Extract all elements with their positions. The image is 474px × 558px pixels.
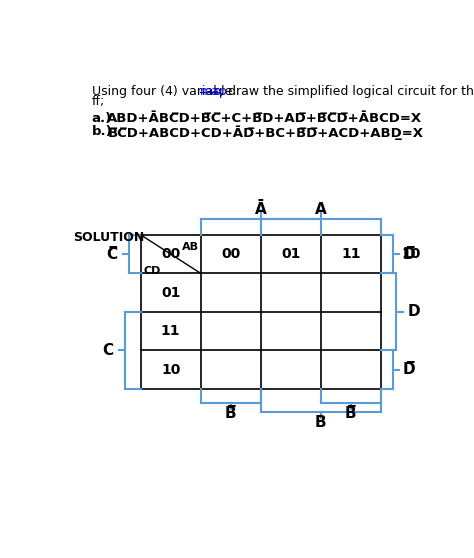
Text: ff;: ff; bbox=[92, 95, 105, 108]
Text: Ā: Ā bbox=[255, 202, 266, 217]
Text: B: B bbox=[315, 415, 327, 430]
Text: 00: 00 bbox=[161, 247, 180, 261]
Text: D: D bbox=[407, 304, 420, 319]
Text: AB: AB bbox=[182, 242, 199, 252]
Text: a.): a.) bbox=[92, 112, 112, 124]
Text: , draw the simplified logical circuit for the: , draw the simplified logical circuit fo… bbox=[219, 85, 474, 98]
Text: B̅C̅D+ABCD+CD+ĀD̅+BC+B̅D̅+ACD+ABD̲=X: B̅C̅D+ABCD+CD+ĀD̅+BC+B̅D̅+ACD+ABD̲=X bbox=[107, 126, 423, 140]
Text: D̅: D̅ bbox=[402, 247, 415, 262]
Text: b.): b.) bbox=[92, 126, 112, 138]
Text: map: map bbox=[201, 85, 228, 98]
Text: 10: 10 bbox=[401, 247, 420, 261]
Text: 00: 00 bbox=[221, 247, 240, 261]
Text: C̅: C̅ bbox=[106, 247, 118, 262]
Text: Using four (4) variable: Using four (4) variable bbox=[92, 85, 236, 98]
Text: 01: 01 bbox=[161, 286, 180, 300]
Text: A: A bbox=[315, 202, 327, 217]
Text: CD: CD bbox=[144, 266, 161, 276]
Text: B̅: B̅ bbox=[345, 406, 356, 421]
Text: 10: 10 bbox=[161, 363, 180, 377]
Text: SOLUTION: SOLUTION bbox=[73, 231, 145, 244]
Text: D̅: D̅ bbox=[402, 362, 415, 377]
Text: B̅: B̅ bbox=[225, 406, 237, 421]
Text: C: C bbox=[102, 343, 113, 358]
Text: 11: 11 bbox=[341, 247, 361, 261]
Text: 01: 01 bbox=[281, 247, 301, 261]
Text: ABD+ĀBC̅D+B̅C̅+C+B̅D+AD̅+B̅C̅D̅+ĀBCD=X: ABD+ĀBC̅D+B̅C̅+C+B̅D+AD̅+B̅C̅D̅+ĀBCD=X bbox=[107, 112, 422, 124]
Text: 11: 11 bbox=[161, 324, 181, 338]
